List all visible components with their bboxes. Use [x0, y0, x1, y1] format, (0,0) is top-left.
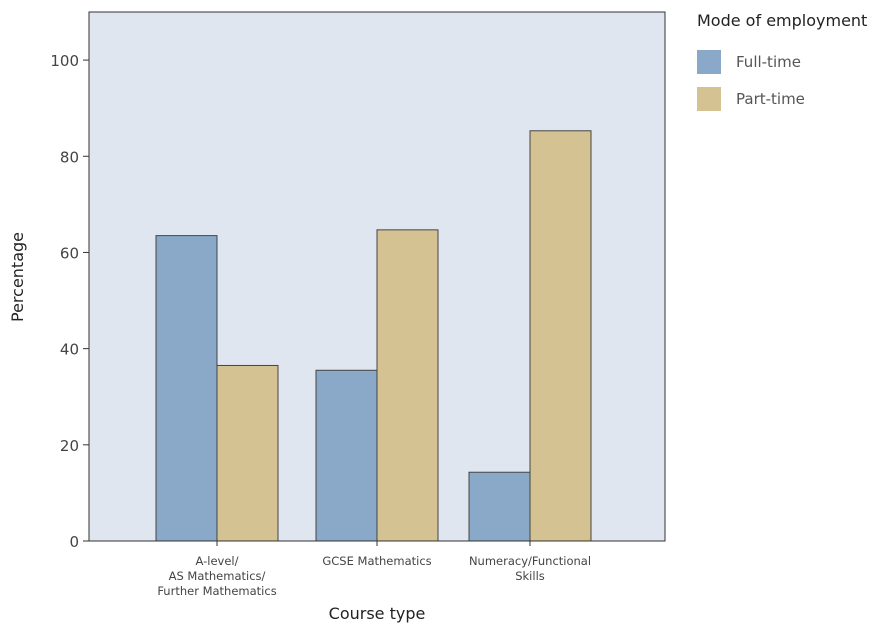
bar-full-time-2	[468, 471, 531, 542]
x-axis: A-level/AS Mathematics/Further Mathemati…	[157, 541, 591, 598]
y-tick-label-20: 20	[60, 437, 79, 455]
legend-label-part-time: Part-time	[736, 90, 805, 108]
y-tick-label-0: 0	[69, 533, 79, 551]
bar-full-time-0	[155, 235, 218, 542]
bar-part-time-0	[216, 364, 279, 542]
bar-full-time-1	[315, 369, 378, 542]
x-tick-label-1: GCSE Mathematics	[322, 554, 431, 568]
bar-part-time-1	[376, 229, 439, 542]
x-axis-title: Course type	[329, 604, 426, 623]
legend: Mode of employment Full-time Part-time	[697, 11, 867, 111]
legend-label-full-time: Full-time	[736, 53, 801, 71]
y-tick-label-60: 60	[60, 244, 79, 262]
y-tick-label-100: 100	[50, 52, 79, 70]
x-tick-label-0: A-level/AS Mathematics/Further Mathemati…	[157, 554, 276, 598]
x-tick-label-2: Numeracy/Functional Skills	[469, 554, 591, 583]
y-axis: 0 20 40 60 80 100	[50, 52, 89, 551]
bar-part-time-2	[529, 130, 592, 542]
legend-swatch-part-time	[697, 87, 721, 111]
y-tick-label-80: 80	[60, 148, 79, 166]
y-axis-title: Percentage	[8, 232, 27, 322]
bars-group	[155, 130, 592, 542]
legend-swatch-full-time	[697, 50, 721, 74]
legend-title: Mode of employment	[697, 11, 867, 30]
y-tick-label-40: 40	[60, 341, 79, 359]
